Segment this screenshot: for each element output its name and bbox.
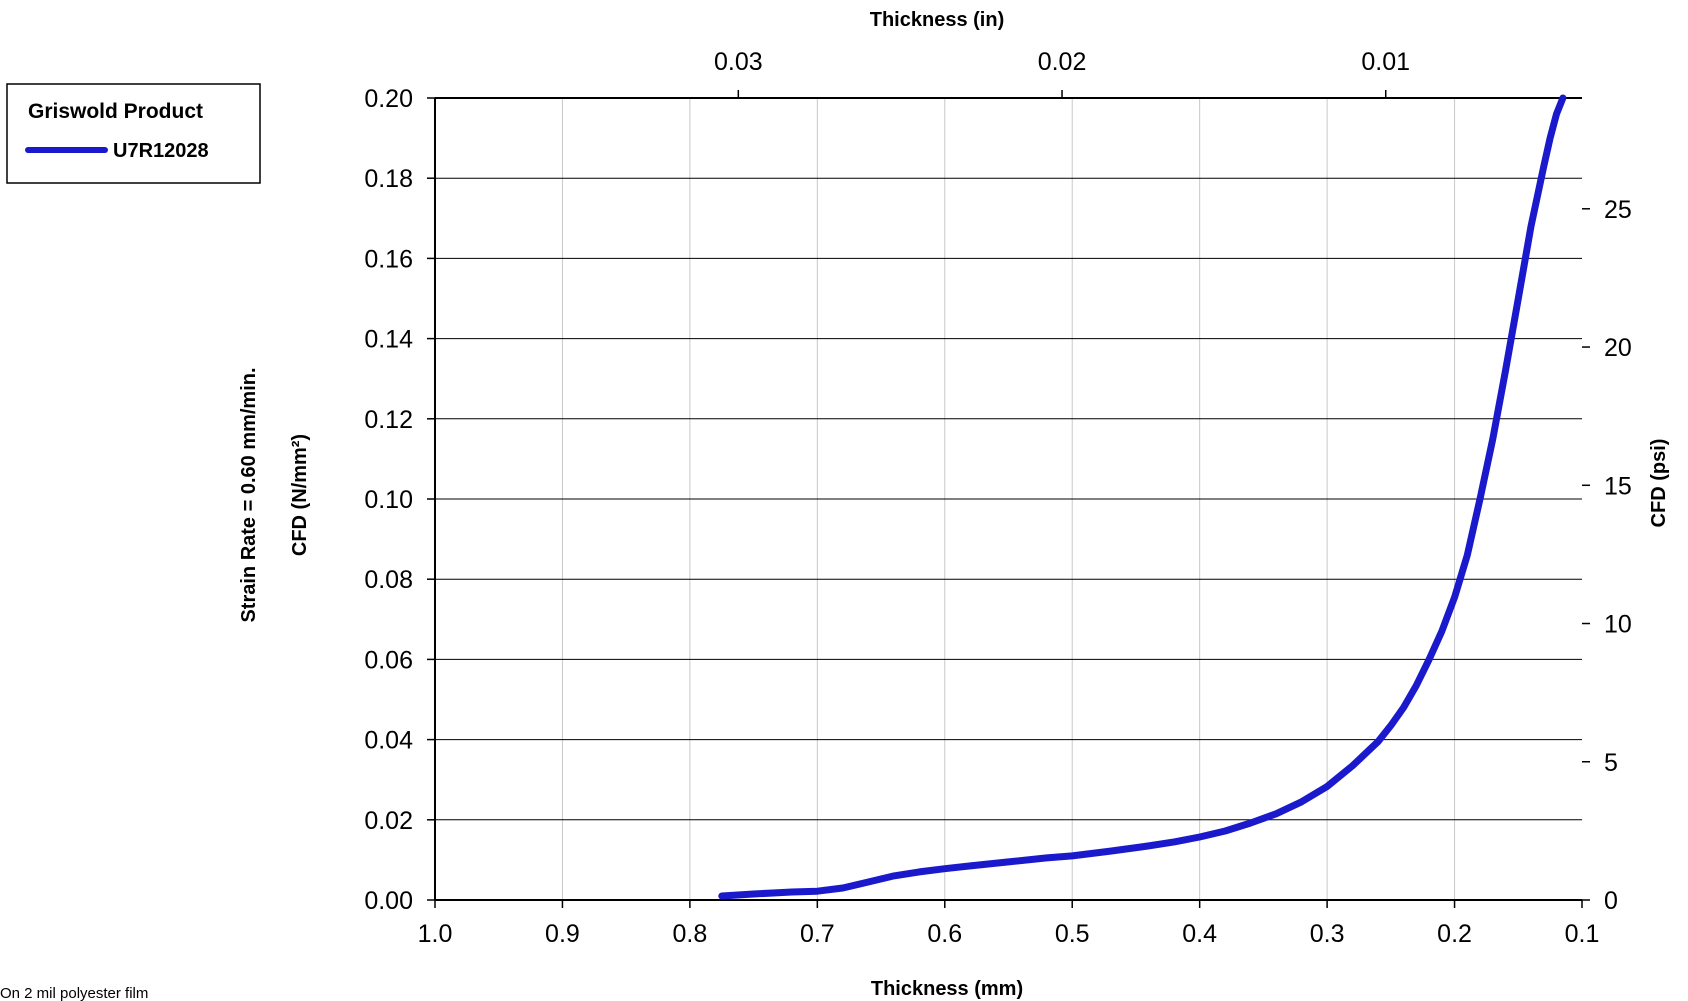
right-tick-label: 20 — [1604, 334, 1632, 362]
left-tick-label: 0.20 — [364, 85, 413, 113]
top-axis-title: Thickness (in) — [870, 9, 1004, 31]
bottom-tick-label: 0.7 — [800, 920, 835, 948]
left-tick-label: 0.04 — [364, 727, 413, 755]
bottom-tick-label: 0.2 — [1437, 920, 1472, 948]
legend-box — [6, 83, 261, 184]
right-tick-label: 15 — [1604, 472, 1632, 500]
bottom-axis-ticks: 1.0 0.9 0.8 0.7 0.6 0.5 0.4 0.3 0.2 0.1 — [418, 900, 1600, 948]
top-tick-label: 0.02 — [1038, 48, 1087, 76]
right-tick-label: 10 — [1604, 611, 1632, 639]
left-tick-label: 0.14 — [364, 326, 413, 354]
left-tick-label: 0.10 — [364, 486, 413, 514]
left-tick-label: 0.18 — [364, 165, 413, 193]
bottom-tick-label: 0.5 — [1055, 920, 1090, 948]
bottom-tick-label: 0.1 — [1565, 920, 1600, 948]
left-tick-label: 0.12 — [364, 406, 413, 434]
strain-rate-label: Strain Rate = 0.60 mm/min. — [238, 367, 260, 622]
bottom-tick-label: 0.9 — [545, 920, 580, 948]
top-axis-ticks: 0.03 0.02 0.01 — [714, 48, 1410, 98]
left-tick-label: 0.02 — [364, 807, 413, 835]
left-tick-label: 0.00 — [364, 887, 413, 915]
left-axis-ticks: 0.00 0.02 0.04 0.06 0.08 0.10 0.12 0.14 0.16 0.18… — [364, 85, 435, 915]
legend-title: Griswold Product — [28, 100, 203, 123]
footnote: On 2 mil polyester film — [0, 985, 148, 1001]
bottom-tick-label: 0.4 — [1182, 920, 1217, 948]
series-layer — [718, 94, 1567, 900]
top-tick-label: 0.03 — [714, 48, 763, 76]
legend: Griswold Product U7R12028 — [6, 83, 261, 184]
bottom-tick-label: 0.3 — [1310, 920, 1345, 948]
right-axis-ticks: 0 5 10 15 20 25 — [1582, 196, 1632, 915]
top-tick-label: 0.01 — [1361, 48, 1410, 76]
right-axis-title: CFD (psi) — [1648, 439, 1670, 528]
left-tick-label: 0.16 — [364, 245, 413, 273]
right-tick-label: 25 — [1604, 196, 1632, 224]
left-axis-title: CFD (N/mm²) — [289, 434, 311, 556]
series-line — [718, 94, 1567, 900]
left-tick-label: 0.08 — [364, 566, 413, 594]
legend-entry-label: U7R12028 — [113, 140, 209, 162]
right-tick-label: 5 — [1604, 749, 1618, 777]
bottom-tick-label: 0.6 — [927, 920, 962, 948]
bottom-axis-title: Thickness (mm) — [871, 978, 1023, 1000]
horizontal-gridlines — [435, 177, 1582, 821]
left-tick-label: 0.06 — [364, 646, 413, 674]
bottom-tick-label: 0.8 — [673, 920, 708, 948]
bottom-tick-label: 1.0 — [418, 920, 453, 948]
right-tick-label: 0 — [1604, 887, 1618, 915]
